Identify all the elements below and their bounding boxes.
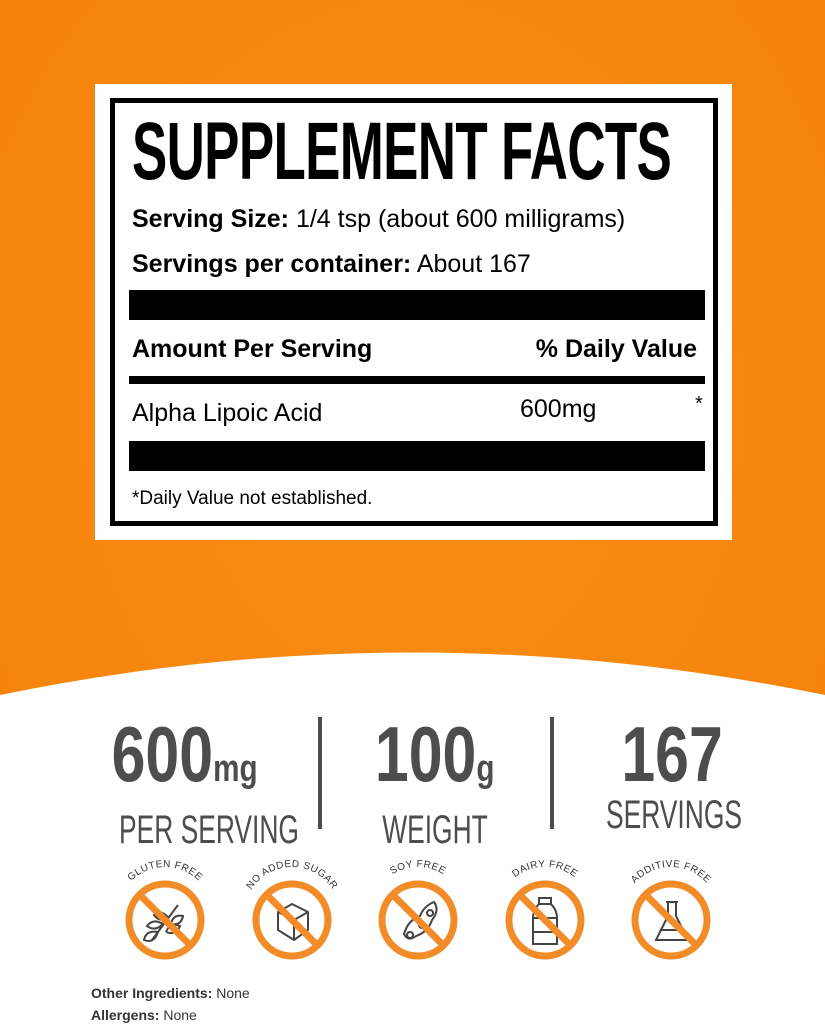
stat-per-serving: 600mg PER SERVING	[85, 715, 299, 852]
allergens-value: None	[163, 1007, 197, 1023]
ingredient-amount: 600mg	[520, 395, 597, 423]
stat-value: 100	[375, 710, 477, 798]
facts-border: SUPPLEMENT FACTS Serving Size: 1/4 tsp (…	[110, 98, 718, 526]
prohibited-circle-icon	[505, 880, 585, 960]
badge-soy-free: SOY FREE	[378, 859, 458, 960]
badge-label: GLUTEN FREE	[126, 859, 205, 883]
ingredient-name: Alpha Lipoic Acid	[132, 399, 323, 427]
stats-row: 600mg PER SERVING 100g WEIGHT 167 SERVIN…	[0, 715, 825, 850]
prohibited-slash-icon	[643, 892, 699, 948]
divider-line	[550, 717, 554, 829]
badge-label: SOY FREE	[388, 859, 447, 877]
servings-per-container: Servings per container: About 167	[132, 250, 531, 279]
prohibited-slash-icon	[390, 892, 446, 948]
badge-label: DAIRY FREE	[510, 859, 579, 880]
prohibited-circle-icon	[125, 880, 205, 960]
serving-size-value: 1/4 tsp (about 600 milligrams)	[295, 205, 626, 233]
stat-value: 600	[112, 710, 214, 798]
divider	[129, 376, 705, 384]
ingredient-dv: *	[695, 393, 703, 415]
stat-label: PER SERVING	[119, 808, 299, 852]
dv-header: % Daily Value	[535, 335, 697, 363]
prohibited-circle-icon	[252, 880, 332, 960]
badge-gluten-free: GLUTEN FREE	[125, 859, 205, 960]
stat-weight: 100g WEIGHT	[335, 715, 535, 850]
prohibited-slash-icon	[264, 892, 320, 948]
supplement-facts-panel: SUPPLEMENT FACTS Serving Size: 1/4 tsp (…	[95, 84, 732, 540]
serving-size-label: Serving Size:	[132, 205, 289, 233]
stat-label: WEIGHT	[382, 808, 488, 852]
amount-header: Amount Per Serving	[132, 335, 373, 363]
divider-line	[318, 717, 322, 829]
stat-label: SERVINGS	[606, 793, 742, 837]
servings-value: About 167	[416, 250, 531, 278]
facts-title: SUPPLEMENT FACTS	[132, 106, 672, 197]
badges-row: GLUTEN FREE NO ADDED SUGAR SOY FREE DAIRY F…	[125, 859, 713, 960]
badge-dairy-free: DAIRY FREE	[505, 859, 585, 960]
prohibited-circle-icon	[631, 880, 711, 960]
allergens-label: Allergens:	[91, 1007, 160, 1023]
stat-unit: g	[476, 748, 495, 790]
prohibited-slash-icon	[137, 892, 193, 948]
stat-value: 167	[621, 710, 723, 798]
divider-thick	[129, 290, 705, 320]
other-ingredients-value: None	[216, 985, 250, 1001]
divider-thick-bottom	[129, 441, 705, 471]
allergens: Allergens: None	[91, 1007, 197, 1023]
prohibited-slash-icon	[517, 892, 573, 948]
other-ingredients: Other Ingredients: None	[91, 985, 250, 1001]
badge-no-added-sugar: NO ADDED SUGAR	[245, 859, 339, 960]
stat-servings: 167 SERVINGS	[572, 715, 772, 835]
servings-label: Servings per container:	[132, 250, 412, 278]
soybean-icon	[402, 900, 438, 940]
serving-size: Serving Size: 1/4 tsp (about 600 milligr…	[132, 205, 625, 234]
other-ingredients-label: Other Ingredients:	[91, 985, 213, 1001]
footnote: *Daily Value not established.	[132, 488, 373, 509]
badge-additive-free: ADDITIVE FREE	[629, 859, 713, 960]
milk-bottle-icon	[532, 897, 558, 945]
prohibited-circle-icon	[378, 880, 458, 960]
stat-unit: mg	[213, 748, 258, 790]
